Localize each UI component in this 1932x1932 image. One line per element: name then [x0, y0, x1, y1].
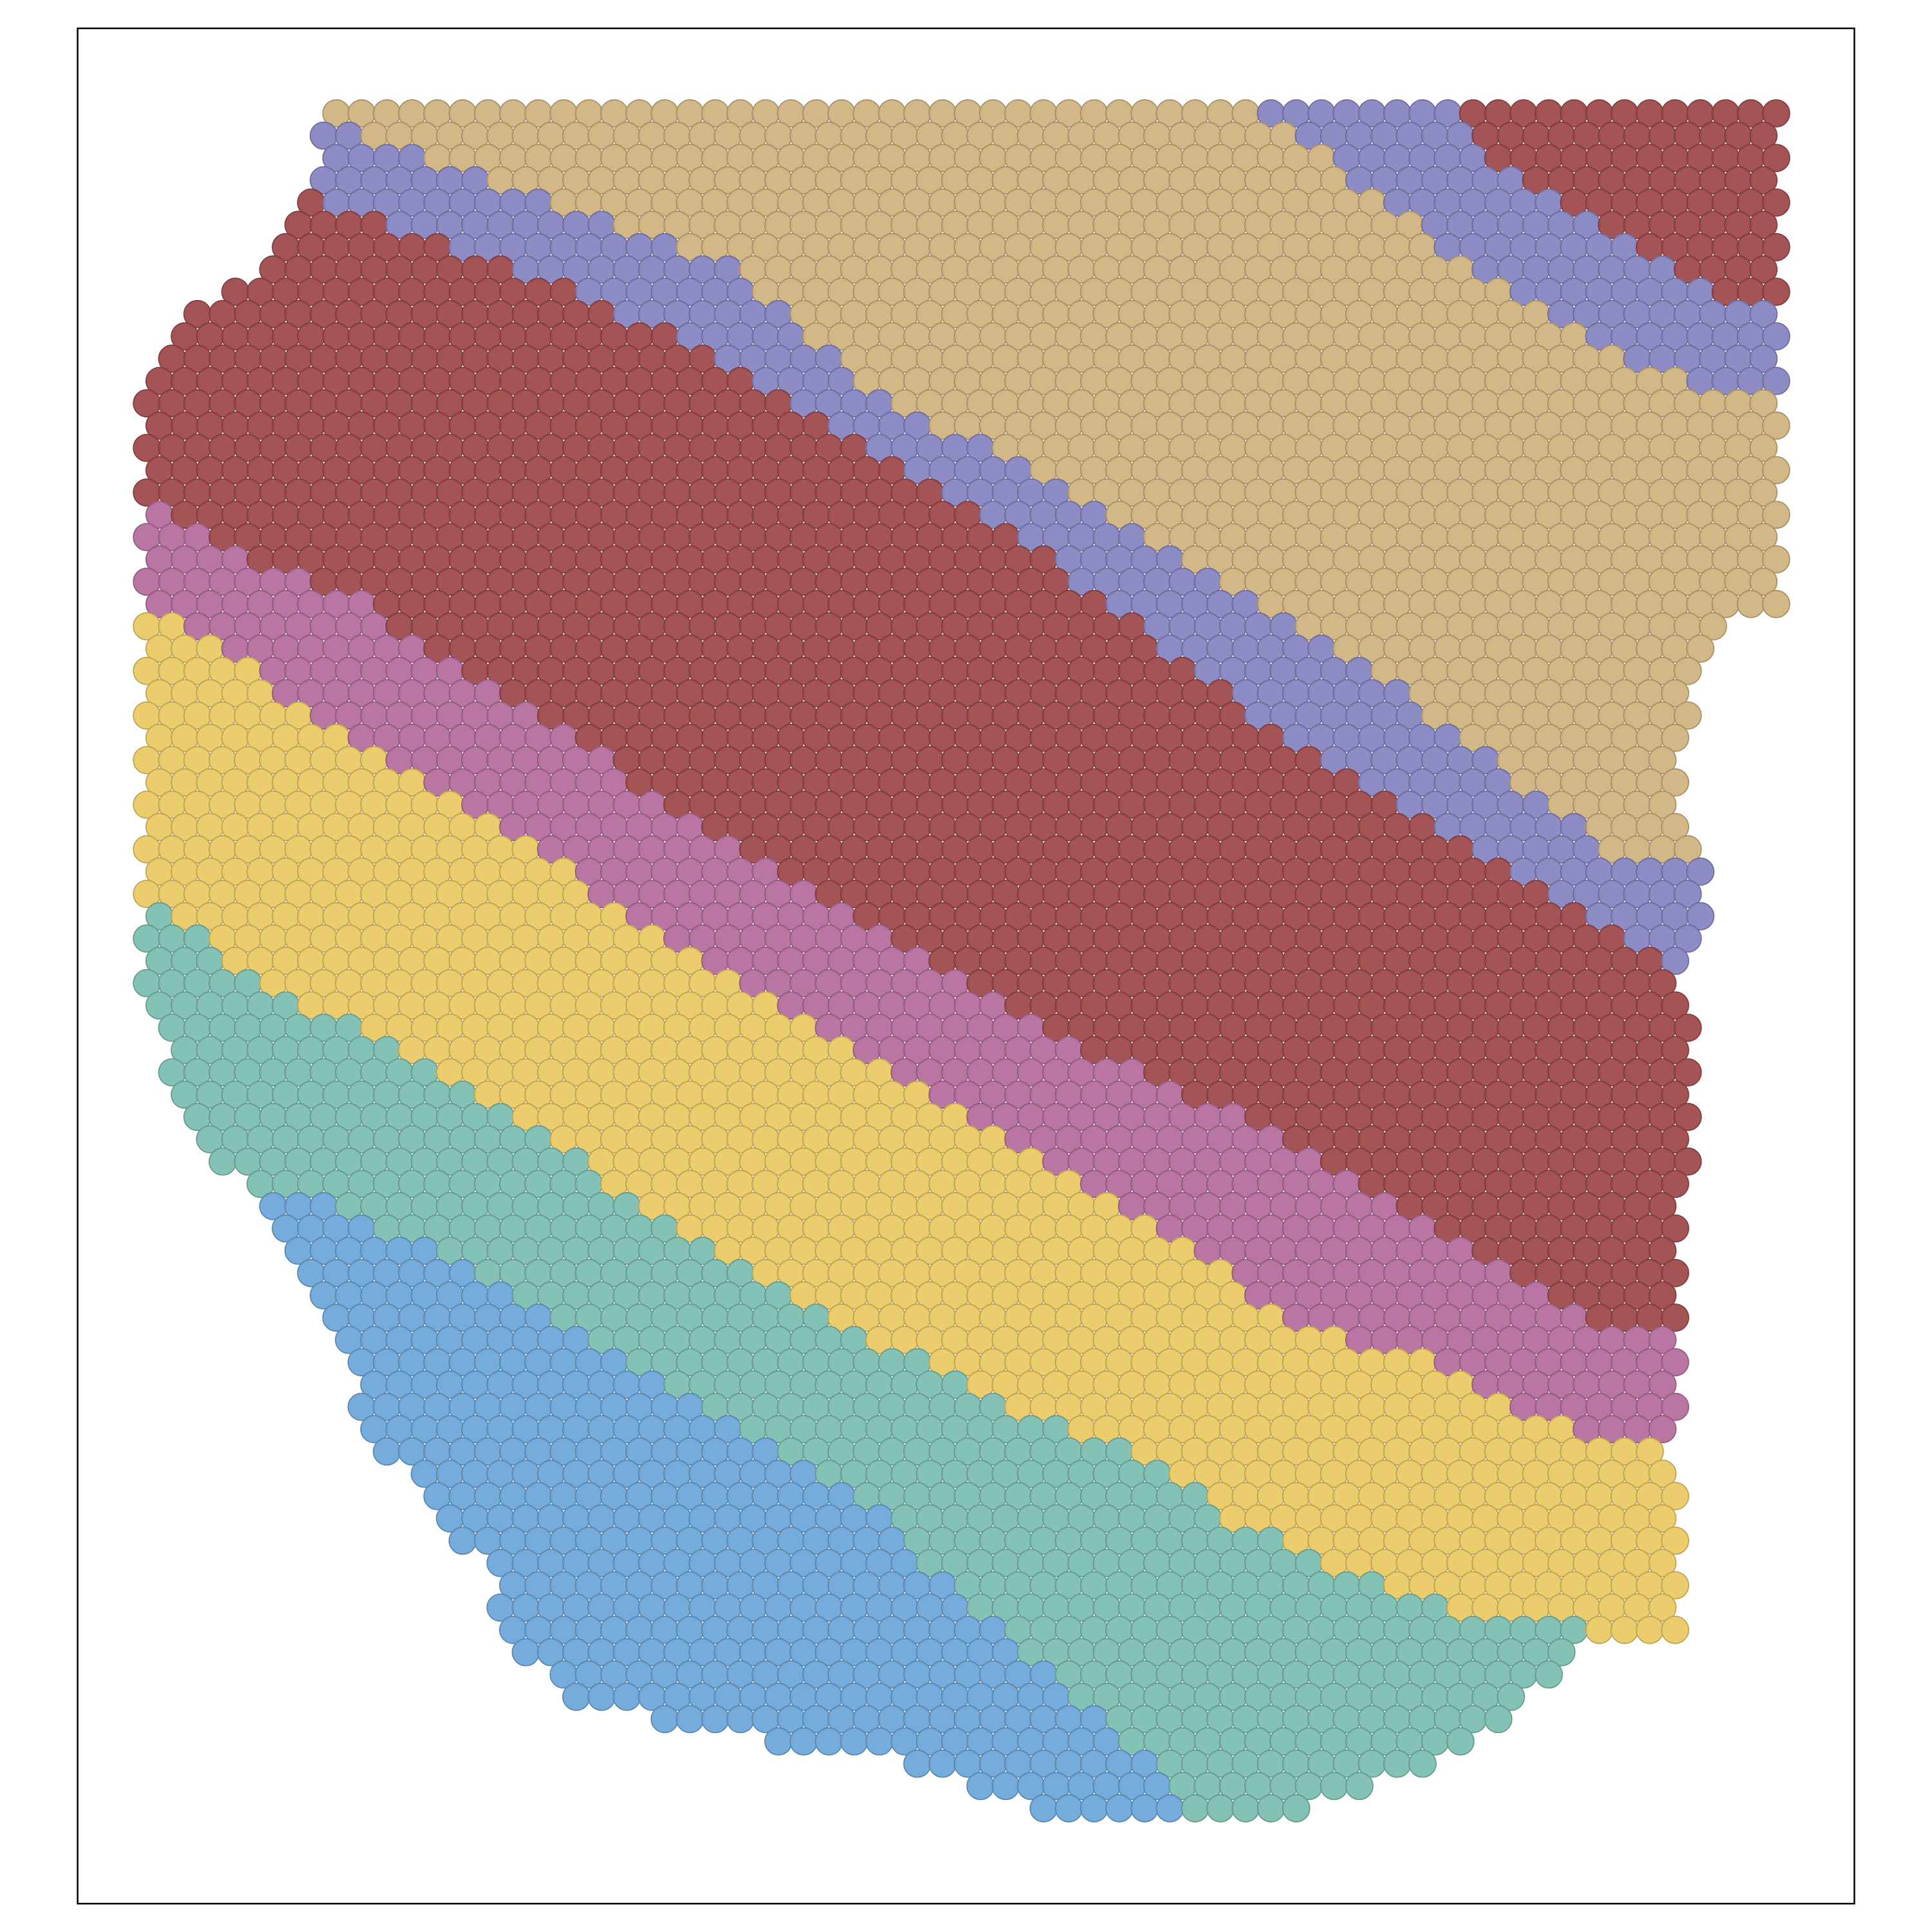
spot: [1736, 589, 1765, 618]
spot: [1535, 1660, 1563, 1689]
spot: [1446, 1727, 1475, 1756]
spot: [1749, 211, 1778, 240]
spot: [1080, 1794, 1108, 1823]
spot: [1231, 1794, 1260, 1823]
spot: [1206, 1794, 1235, 1823]
spot: [676, 1705, 705, 1734]
spot: [1661, 1615, 1689, 1644]
spot: [865, 1727, 894, 1756]
spot: [1054, 1794, 1083, 1823]
spot: [1256, 1794, 1285, 1823]
spot: [650, 1705, 679, 1734]
spot: [1029, 1794, 1058, 1823]
spot: [928, 1749, 957, 1778]
spot: [1762, 589, 1790, 618]
spot: [966, 1772, 995, 1801]
spot: [840, 1727, 869, 1756]
spot: [372, 1437, 401, 1466]
spot: [1749, 345, 1778, 373]
spot: [1408, 1749, 1437, 1778]
spot: [1749, 255, 1778, 284]
spot: [1484, 1705, 1513, 1734]
spot: [1749, 166, 1778, 194]
spot: [903, 1749, 932, 1778]
spot: [1635, 1615, 1664, 1644]
spot: [815, 1727, 844, 1756]
spot: [1345, 1772, 1374, 1801]
spot: [991, 1772, 1020, 1801]
spot: [1320, 1772, 1349, 1801]
spot: [562, 1682, 591, 1711]
spot: [1749, 121, 1778, 150]
spot: [764, 1727, 793, 1756]
spot: [1585, 1615, 1614, 1644]
spot: [1383, 1749, 1412, 1778]
spot: [612, 1682, 641, 1711]
spot: [1762, 232, 1790, 261]
spot: [1762, 278, 1790, 306]
spot: [1155, 1794, 1184, 1823]
spot: [208, 1147, 237, 1176]
spot: [790, 1727, 818, 1756]
spot: [1130, 1794, 1159, 1823]
spot-layer: [133, 99, 1790, 1823]
spot: [1762, 188, 1790, 217]
spot: [1762, 322, 1790, 351]
spot: [1749, 299, 1778, 328]
spot: [1180, 1794, 1209, 1823]
spot: [701, 1705, 730, 1734]
spot: [1105, 1794, 1134, 1823]
spot: [1610, 1615, 1639, 1644]
spot: [1282, 1794, 1311, 1823]
spot: [1762, 144, 1790, 173]
spot: [448, 1526, 477, 1555]
spot: [587, 1682, 616, 1711]
spot: [1762, 99, 1790, 128]
spot: [726, 1705, 755, 1734]
spot: [511, 1638, 540, 1667]
